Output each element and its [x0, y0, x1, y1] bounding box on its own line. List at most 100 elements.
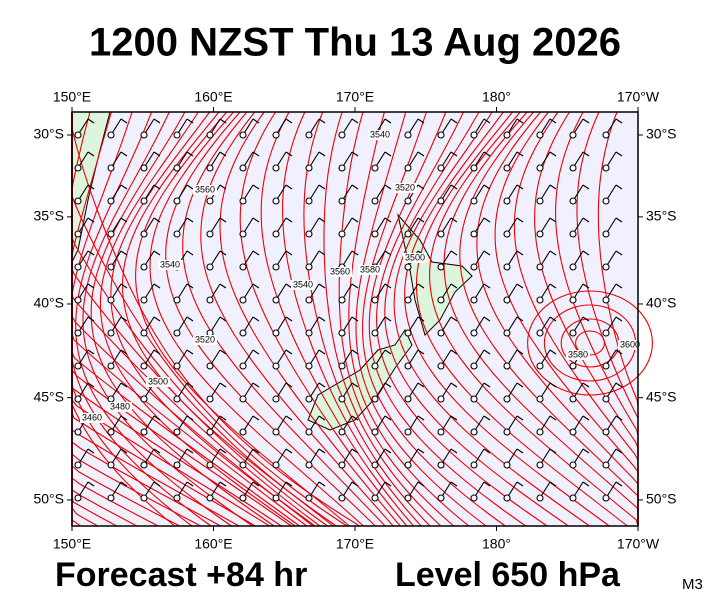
barb [615, 151, 623, 157]
barb [483, 151, 491, 157]
station [404, 230, 412, 238]
barb [582, 382, 590, 388]
contour [75, 111, 232, 527]
barb [549, 415, 557, 421]
barb [219, 415, 227, 421]
barb [186, 118, 194, 124]
station [470, 428, 478, 436]
contour-label: 3540 [370, 129, 390, 139]
station [272, 395, 280, 403]
barb [615, 415, 623, 421]
contour-label-box [193, 185, 217, 195]
station [107, 494, 115, 502]
barb [219, 151, 227, 157]
barb [87, 151, 95, 157]
lat-label: 35°S [33, 208, 64, 224]
barb [219, 349, 227, 355]
barb [450, 415, 458, 421]
barb [318, 448, 326, 454]
contour [82, 111, 253, 527]
barb [351, 382, 359, 388]
barb [582, 151, 590, 157]
barb [483, 349, 491, 355]
station [206, 362, 214, 370]
barb [516, 250, 524, 256]
lat-label: 50°S [33, 491, 64, 507]
barb [120, 316, 128, 322]
station [536, 164, 544, 172]
station [107, 164, 115, 172]
contour [135, 111, 350, 527]
station [503, 230, 511, 238]
barb [384, 118, 392, 124]
title: 1200 NZST Thu 13 Aug 2026 [89, 21, 621, 65]
station [206, 428, 214, 436]
barb [87, 184, 95, 190]
station [74, 230, 82, 238]
station [470, 131, 478, 139]
station [173, 428, 181, 436]
level: Level 650 hPa [395, 556, 621, 594]
barb [483, 283, 491, 289]
lat-label: 30°S [33, 126, 64, 142]
lat-label: 45°S [33, 388, 64, 404]
barb [384, 151, 392, 157]
station [602, 461, 610, 469]
barb [582, 448, 590, 454]
station [371, 296, 379, 304]
barb [516, 118, 524, 124]
barb [186, 349, 194, 355]
station [338, 395, 346, 403]
barb [351, 151, 359, 157]
station [239, 197, 247, 205]
station [569, 362, 577, 370]
barb [219, 184, 227, 190]
contour [429, 111, 639, 527]
contour [459, 111, 639, 526]
barb [450, 448, 458, 454]
barb [450, 184, 458, 190]
barb [120, 217, 128, 223]
barb [450, 481, 458, 487]
barb [186, 151, 194, 157]
station [239, 428, 247, 436]
barb [384, 448, 392, 454]
station [437, 131, 445, 139]
contour [476, 111, 639, 526]
contour-label-box [108, 402, 132, 412]
station [338, 461, 346, 469]
contour [362, 111, 506, 527]
station [602, 395, 610, 403]
barb [153, 349, 161, 355]
barb [615, 250, 623, 256]
station [305, 494, 313, 502]
station [338, 362, 346, 370]
contour-label-box [146, 377, 170, 387]
barb [186, 382, 194, 388]
station [107, 197, 115, 205]
barb [351, 415, 359, 421]
station [140, 263, 148, 271]
barb [285, 250, 293, 256]
barb [285, 151, 293, 157]
contour-label: 3580 [568, 349, 588, 359]
barb [615, 481, 623, 487]
station [140, 197, 148, 205]
station [140, 296, 148, 304]
station [602, 494, 610, 502]
station [338, 197, 346, 205]
contour-label: 3560 [330, 266, 350, 276]
barb [318, 316, 326, 322]
station [338, 494, 346, 502]
contour-label-box [328, 267, 352, 277]
contour [282, 111, 422, 527]
barb [417, 283, 425, 289]
barb [186, 481, 194, 487]
barb [120, 151, 128, 157]
station [239, 296, 247, 304]
station [569, 494, 577, 502]
barb [450, 349, 458, 355]
lon-label: 150°E [53, 89, 91, 105]
station [305, 329, 313, 337]
